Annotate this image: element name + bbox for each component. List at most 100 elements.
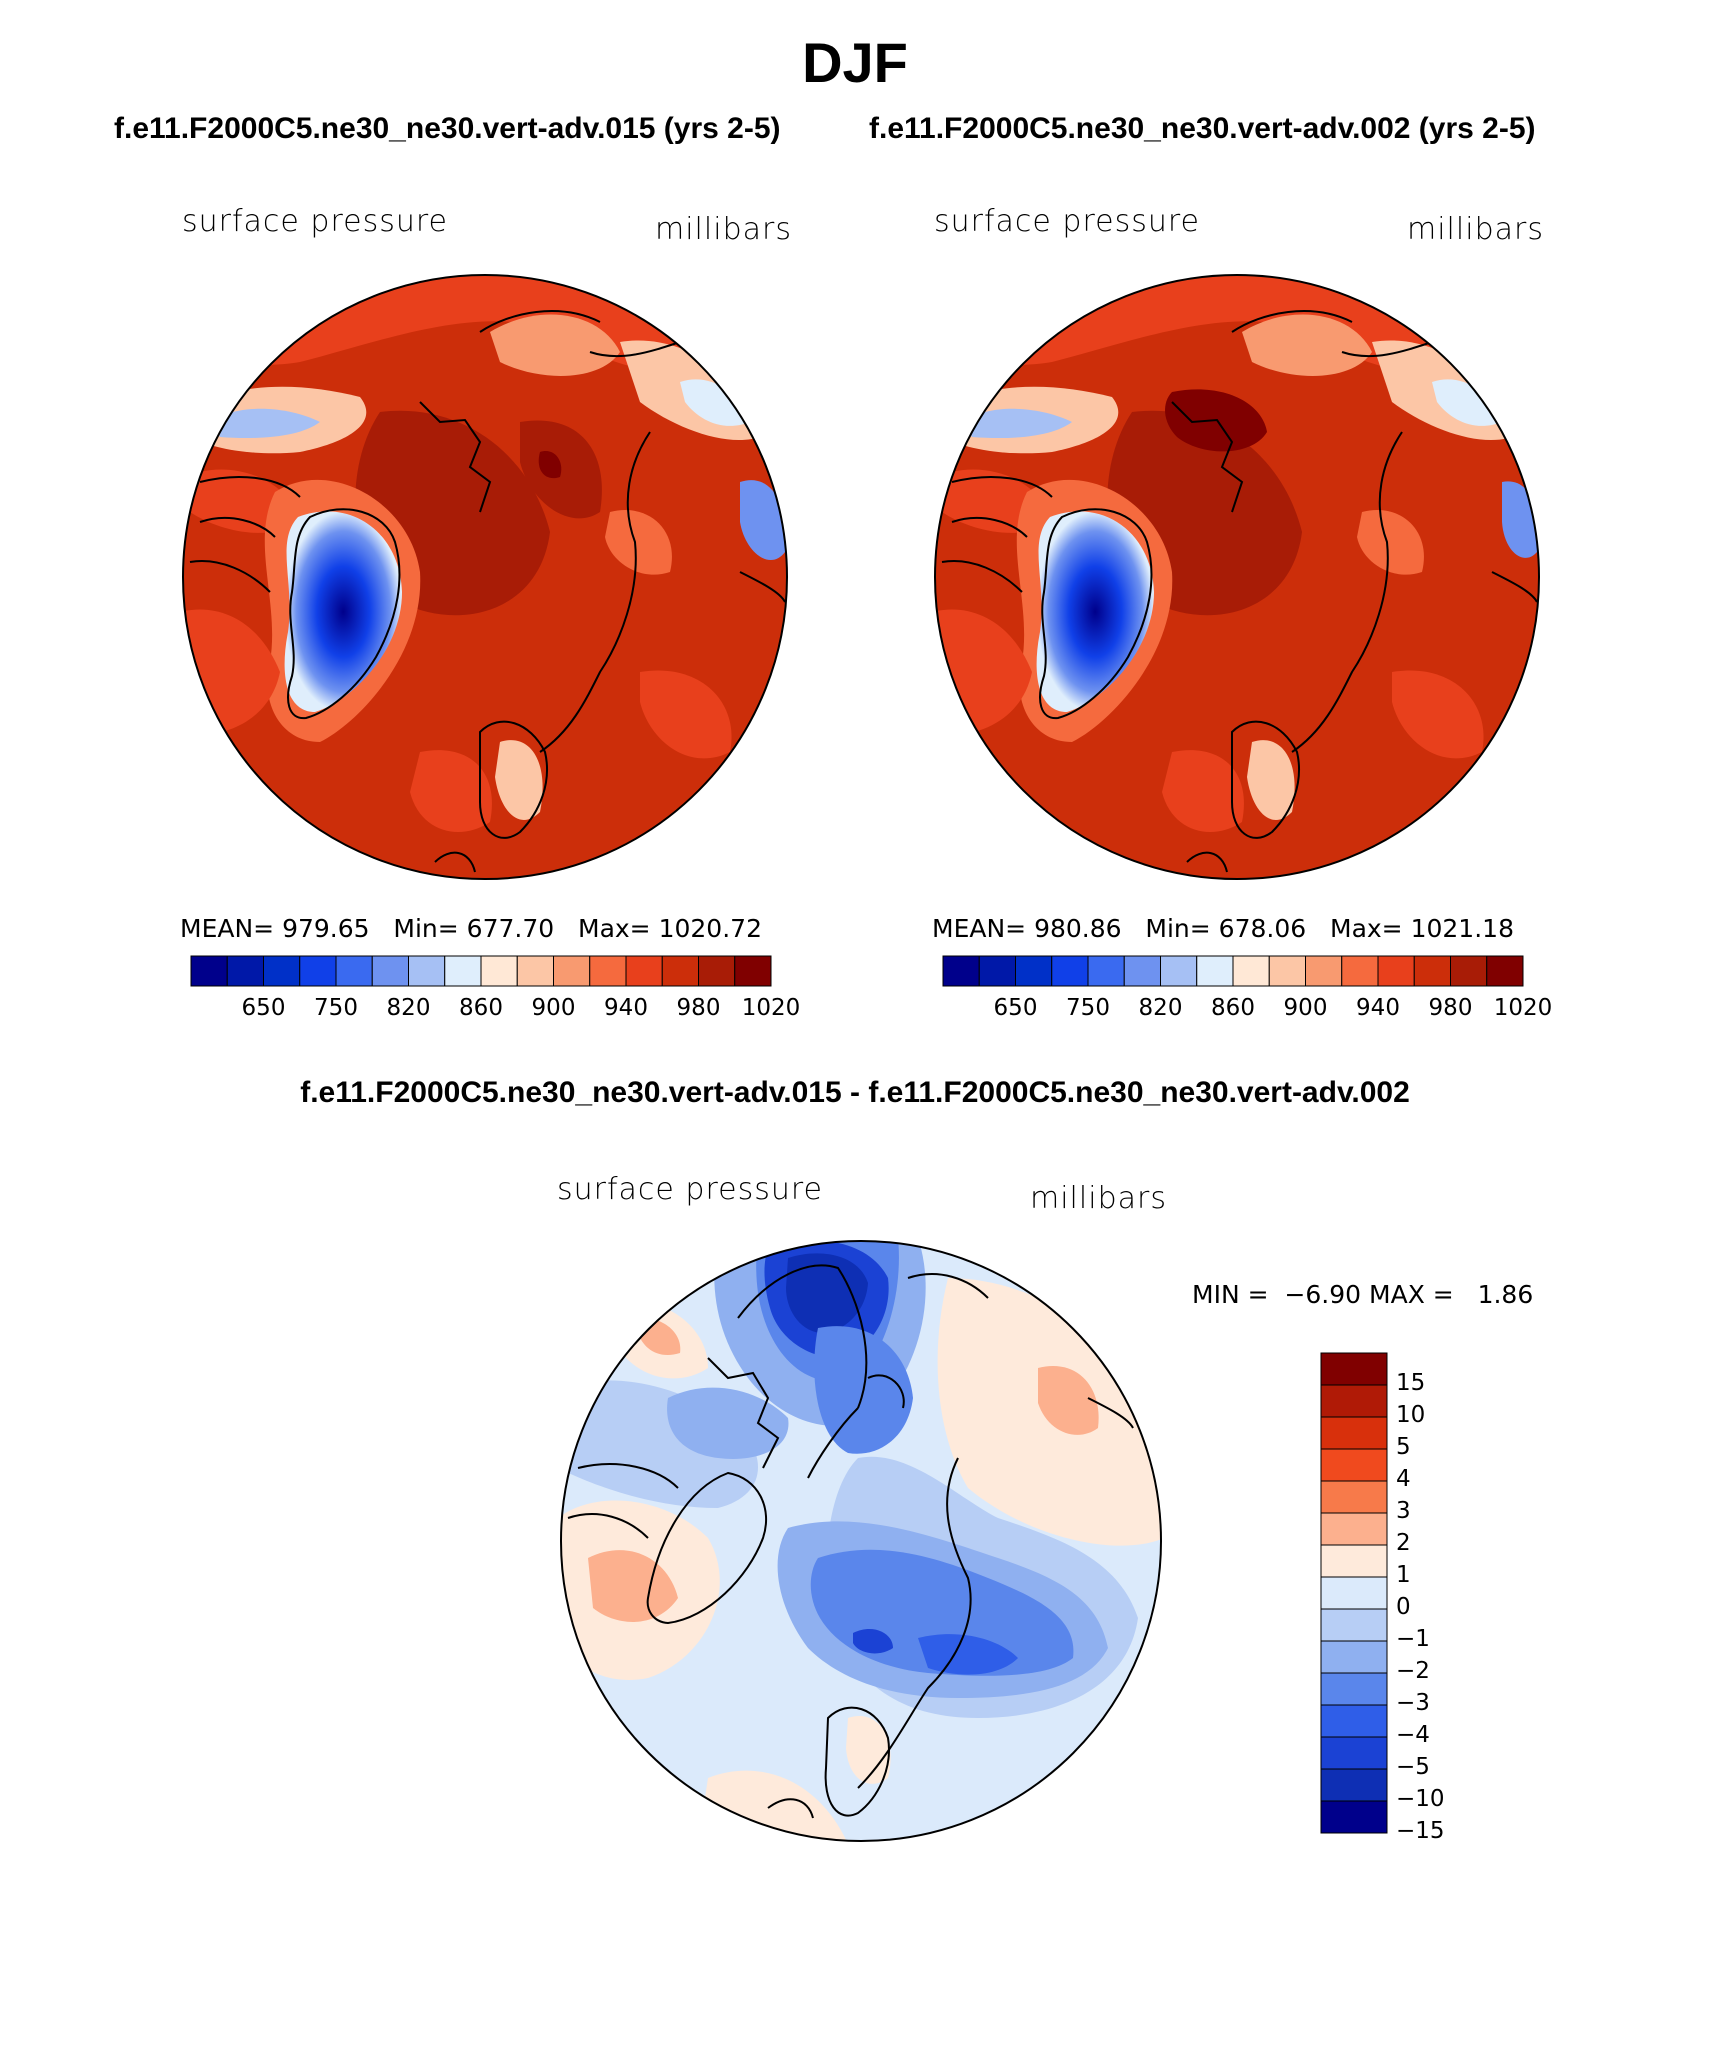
difference-colorbar-tick-label: 4 xyxy=(1396,1466,1411,1492)
case-b-colorbar-swatch xyxy=(1377,955,1415,987)
case-a-colorbar-swatch xyxy=(371,955,409,987)
case-b-min-label: Min= xyxy=(1145,914,1211,943)
case-a-variable-label: surface pressure xyxy=(182,204,448,239)
case-b-colorbar-swatch xyxy=(1341,955,1379,987)
case-b-colorbar-tick-label: 750 xyxy=(1066,995,1110,1021)
case-a-colorbar-swatch xyxy=(263,955,301,987)
case-a-colorbar-tick-label: 1020 xyxy=(741,995,801,1021)
case-a-mean-label: MEAN= xyxy=(180,914,275,943)
case-a-colorbar-tick-label: 940 xyxy=(604,995,648,1021)
case-b-stats: MEAN= 980.86 Min= 678.06 Max= 1021.18 xyxy=(932,914,1514,943)
case-a-colorbar-tick-label: 650 xyxy=(241,995,286,1021)
case-b-min-value: 678.06 xyxy=(1218,914,1307,943)
case-b-mean-value: 980.86 xyxy=(1034,914,1122,943)
difference-colorbar-swatch xyxy=(1320,1448,1388,1482)
case-b-colorbar-tick-label: 940 xyxy=(1356,995,1400,1021)
difference-colorbar-swatch xyxy=(1320,1384,1388,1418)
case-b-colorbar-swatch xyxy=(1123,955,1161,987)
difference-colorbar-swatch xyxy=(1320,1768,1388,1802)
case-b-mean-label: MEAN= xyxy=(932,914,1027,943)
difference-min-value: −6.90 xyxy=(1284,1280,1362,1309)
case-b-colorbar-swatch xyxy=(1160,955,1198,987)
case-b-colorbar-tick-label: 820 xyxy=(1138,995,1183,1021)
difference-colorbar-tick-label: 3 xyxy=(1396,1498,1411,1524)
case-b-colorbar-swatch xyxy=(1450,955,1488,987)
difference-title: f.e11.F2000C5.ne30_ne30.vert-adv.015 - f… xyxy=(300,1076,1410,1109)
difference-colorbar-tick-label: −5 xyxy=(1396,1754,1430,1780)
case-a-colorbar-tick-label: 860 xyxy=(459,995,503,1021)
difference-colorbar-swatch xyxy=(1320,1352,1388,1386)
case-a-colorbar-tick-label: 980 xyxy=(676,995,721,1021)
case-b-max-value: 1021.18 xyxy=(1410,914,1514,943)
difference-colorbar-swatch xyxy=(1320,1512,1388,1546)
case-b-colorbar-swatch xyxy=(1196,955,1234,987)
difference-min-label: MIN = xyxy=(1192,1280,1269,1309)
case-b-colorbar-swatch xyxy=(1051,955,1089,987)
difference-colorbar-tick-label: 5 xyxy=(1396,1434,1411,1460)
case-b-colorbar xyxy=(942,955,1524,987)
case-a-min-label: Min= xyxy=(393,914,459,943)
difference-colorbar-swatch xyxy=(1320,1640,1388,1674)
difference-colorbar-swatch xyxy=(1320,1672,1388,1706)
case-a-colorbar-swatch xyxy=(226,955,264,987)
difference-colorbar-tick-label: −2 xyxy=(1396,1658,1430,1684)
difference-colorbar-swatch xyxy=(1320,1736,1388,1770)
case-b-colorbar-tick-label: 650 xyxy=(993,995,1038,1021)
case-a-colorbar-swatch xyxy=(553,955,591,987)
difference-colorbar-tick-label: −1 xyxy=(1396,1626,1430,1652)
difference-colorbar-swatch xyxy=(1320,1800,1388,1834)
case-a-colorbar-swatch xyxy=(589,955,627,987)
difference-colorbar-tick-label: 15 xyxy=(1396,1370,1426,1396)
case-a-colorbar-swatch xyxy=(625,955,663,987)
difference-colorbar-swatch xyxy=(1320,1544,1388,1578)
case-b-variable-label: surface pressure xyxy=(934,204,1200,239)
difference-colorbar-tick-label: −4 xyxy=(1396,1722,1430,1748)
difference-colorbar-swatch xyxy=(1320,1480,1388,1514)
case-a-colorbar-swatch xyxy=(516,955,554,987)
difference-colorbar-tick-label: 10 xyxy=(1396,1402,1426,1428)
case-b-colorbar-swatch xyxy=(1486,955,1524,987)
difference-colorbar-swatch xyxy=(1320,1416,1388,1450)
difference-colorbar-swatch xyxy=(1320,1576,1388,1610)
case-a-colorbar-swatch xyxy=(444,955,482,987)
difference-colorbar-tick-label: −3 xyxy=(1396,1690,1430,1716)
case-a-title: f.e11.F2000C5.ne30_ne30.vert-adv.015 (yr… xyxy=(114,112,781,145)
difference-variable-label: surface pressure xyxy=(557,1172,823,1207)
case-b-units-label: millibars xyxy=(1407,212,1544,247)
case-a-min-value: 677.70 xyxy=(466,914,555,943)
difference-colorbar-tick-label: 1 xyxy=(1396,1562,1411,1588)
case-b-colorbar-swatch xyxy=(942,955,980,987)
difference-polar-map xyxy=(560,1240,1162,1842)
case-a-colorbar xyxy=(190,955,772,987)
case-a-colorbar-swatch xyxy=(335,955,373,987)
case-a-colorbar-swatch xyxy=(190,955,228,987)
case-b-colorbar-tick-label: 860 xyxy=(1211,995,1255,1021)
case-b-polar-map xyxy=(934,274,1540,880)
case-a-units-label: millibars xyxy=(655,212,792,247)
case-a-stats: MEAN= 979.65 Min= 677.70 Max= 1020.72 xyxy=(180,914,762,943)
case-b-colorbar-swatch xyxy=(1015,955,1053,987)
case-b-colorbar-swatch xyxy=(1268,955,1306,987)
case-b-colorbar-tick-label: 900 xyxy=(1283,995,1328,1021)
case-a-polar-map xyxy=(182,274,788,880)
case-a-colorbar-swatch xyxy=(698,955,736,987)
case-b-colorbar-swatch xyxy=(1413,955,1451,987)
case-b-colorbar-swatch xyxy=(1232,955,1270,987)
difference-colorbar-tick-label: 0 xyxy=(1396,1594,1411,1620)
case-a-max-label: Max= xyxy=(578,914,651,943)
difference-colorbar-tick-label: −15 xyxy=(1396,1818,1445,1844)
case-a-colorbar-tick-label: 900 xyxy=(531,995,576,1021)
case-a-mean-value: 979.65 xyxy=(282,914,370,943)
case-b-colorbar-tick-label: 1020 xyxy=(1493,995,1553,1021)
difference-colorbar-tick-label: −10 xyxy=(1396,1786,1445,1812)
season-title: DJF xyxy=(802,31,908,94)
case-a-colorbar-swatch xyxy=(408,955,446,987)
case-a-colorbar-swatch xyxy=(299,955,337,987)
difference-max-value: 1.86 xyxy=(1477,1280,1534,1309)
case-b-max-label: Max= xyxy=(1330,914,1403,943)
case-b-colorbar-tick-label: 980 xyxy=(1428,995,1473,1021)
case-b-title: f.e11.F2000C5.ne30_ne30.vert-adv.002 (yr… xyxy=(869,112,1536,145)
case-a-colorbar-tick-label: 750 xyxy=(314,995,358,1021)
difference-colorbar-tick-label: 2 xyxy=(1396,1530,1411,1556)
difference-colorbar-swatch xyxy=(1320,1608,1388,1642)
